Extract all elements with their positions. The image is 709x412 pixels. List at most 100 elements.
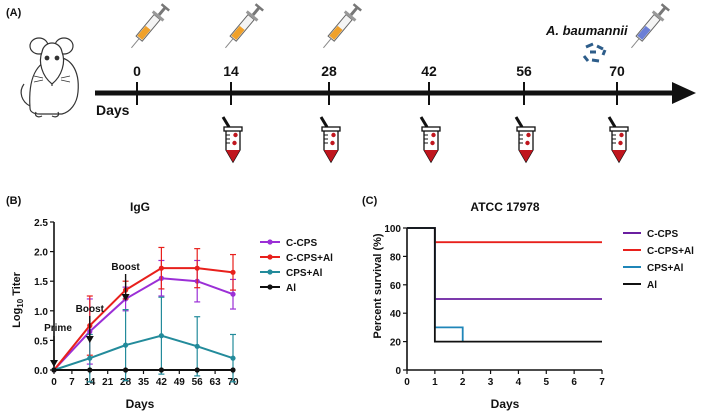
chart-b: 0.0 0.5 1.0 1.5 2.0 2.5 0 7 14 21 28 35 42 49 56 63 70 Pr… <box>34 218 333 388</box>
chart-b-legend-marker <box>267 239 273 245</box>
chart-b-ytick-label: 2.0 <box>34 248 48 259</box>
chart-b-series-line <box>53 267 234 371</box>
syringe-plunger <box>657 6 667 16</box>
timeline-arrowhead <box>672 82 696 104</box>
syringe-needle <box>631 38 640 49</box>
chart-c-legend-label: CPS+Al <box>647 263 684 274</box>
chart-b-point <box>230 269 236 275</box>
syringe-plunger-head <box>352 3 362 12</box>
chart-b-point <box>158 367 164 373</box>
timeline-tick-label: 28 <box>321 63 337 79</box>
chart-b-legend-label: Al <box>286 283 296 294</box>
chart-b-title: IgG <box>130 200 150 214</box>
pathogen-label: A. baumannii <box>545 23 628 38</box>
tube-cap <box>223 126 243 132</box>
chart-c-xtick-label: 6 <box>571 377 577 388</box>
chart-c-xlabel: Days <box>491 397 520 411</box>
lancet <box>221 116 231 128</box>
chart-b-ytick-label: 0.0 <box>34 366 48 377</box>
syringe-plunger <box>157 6 167 16</box>
chart-b-ylabel-rest: Titer <box>11 271 23 298</box>
chart-c: 0 20 40 60 80 100 0 1 2 3 4 5 6 7 C-CPS C-CPS+Al CPS+Al A… <box>384 224 694 388</box>
chart-b-xtick-label: 21 <box>102 377 114 388</box>
chart-b-legend-marker <box>267 269 273 275</box>
mouse-icon <box>20 37 79 118</box>
tube-blood <box>519 150 533 162</box>
syringe-plunger <box>349 6 359 16</box>
syringe-needle <box>225 38 234 49</box>
timeline-tick-label: 56 <box>516 63 532 79</box>
chart-c-title: ATCC 17978 <box>470 200 539 214</box>
chart-b-ytick-label: 1.0 <box>34 307 48 318</box>
chart-b-legend-label: C-CPS <box>286 238 317 249</box>
chart-c-ytick-label: 80 <box>390 252 402 263</box>
panel-b: (B) IgG 0.0 0.5 1.0 1.5 2.0 2.5 0 7 14 21 28 35 42 49… <box>6 195 333 411</box>
chart-b-ytick-label: 2.5 <box>34 218 48 229</box>
chart-b-xtick-label: 63 <box>210 377 222 388</box>
chart-c-series-line <box>407 227 602 300</box>
chart-b-annotation-arrowhead <box>50 360 58 367</box>
panel-a: (A) Days 0 14 28 42 56 70 A. baumannii <box>6 3 696 164</box>
chart-b-point <box>194 265 200 271</box>
chart-c-series-line <box>407 227 602 244</box>
tube-cap <box>516 126 536 132</box>
bacteria-icon <box>582 42 607 63</box>
syringe-liquid <box>231 25 245 40</box>
timeline-ticks: 0 14 28 42 56 70 <box>133 63 625 105</box>
chart-b-ylabel: Log10 Titer <box>11 271 25 327</box>
tube-blood <box>324 150 338 162</box>
chart-c-ytick-label: 60 <box>390 281 402 292</box>
blood-tubes <box>221 116 629 164</box>
chart-b-series-line <box>53 277 234 371</box>
blood-drop <box>430 140 435 146</box>
chart-b-series-line <box>53 334 234 371</box>
syringe-needle <box>131 38 140 49</box>
chart-c-xtick-label: 5 <box>544 377 550 388</box>
blood-drop <box>526 132 531 138</box>
lancet <box>319 116 329 128</box>
chart-b-annotation: Prime <box>44 323 72 334</box>
chart-b-legend-label: CPS+Al <box>286 268 323 279</box>
chart-b-xtick-label: 14 <box>84 377 96 388</box>
chart-b-point <box>194 367 200 373</box>
syringe-flange <box>151 10 165 22</box>
timeline-tick-label: 0 <box>133 63 141 79</box>
chart-b-annotation-arrowhead <box>85 336 94 343</box>
timeline-tick-label: 14 <box>223 63 239 79</box>
syringe-flange <box>245 10 259 22</box>
chart-b-point <box>230 367 236 373</box>
tube-blood <box>226 150 240 162</box>
chart-c-xtick-label: 2 <box>460 377 466 388</box>
chart-c-legend-label: C-CPS <box>647 229 678 240</box>
chart-c-ytick-label: 100 <box>384 224 401 235</box>
chart-c-legend-label: Al <box>647 280 657 291</box>
chart-c-ytick-label: 0 <box>395 366 401 377</box>
syringe-flange <box>343 10 357 22</box>
chart-b-legend-label: C-CPS+Al <box>286 253 333 264</box>
panel-c-label: (C) <box>362 195 378 207</box>
chart-c-xtick-label: 4 <box>516 377 522 388</box>
tube-cap <box>321 126 341 132</box>
syringe-plunger-head <box>160 3 170 12</box>
chart-c-ylabel: Percent survival (%) <box>372 233 384 338</box>
chart-c-xtick-label: 0 <box>404 377 410 388</box>
chart-b-xtick-label: 35 <box>138 377 150 388</box>
tube-cap <box>609 126 629 132</box>
chart-b-xtick-label: 49 <box>174 377 186 388</box>
lancet <box>514 116 524 128</box>
chart-b-xtick-label: 7 <box>69 377 75 388</box>
chart-c-legend-label: C-CPS+Al <box>647 246 694 257</box>
chart-b-point <box>194 343 200 349</box>
blood-tube-icon <box>514 116 536 164</box>
chart-b-ytick-label: 1.5 <box>34 277 48 288</box>
chart-c-ytick-label: 40 <box>390 309 402 320</box>
chart-b-xtick-label: 0 <box>51 377 57 388</box>
tube-blood <box>612 150 626 162</box>
chart-b-annotation: Boost <box>111 262 140 273</box>
syringe-icon <box>323 3 362 49</box>
blood-tube-icon <box>221 116 243 164</box>
syringe-icon <box>631 3 670 49</box>
chart-b-ylabel-sub: 10 <box>16 298 25 307</box>
syringe-flange <box>651 10 665 22</box>
syringe-plunger <box>251 6 261 16</box>
